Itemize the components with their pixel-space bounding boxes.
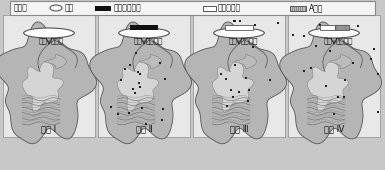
- Polygon shape: [0, 22, 97, 144]
- Text: 质粒: 质粒: [65, 4, 74, 13]
- Ellipse shape: [309, 28, 359, 38]
- Ellipse shape: [50, 5, 62, 11]
- Polygon shape: [212, 62, 253, 112]
- Polygon shape: [139, 55, 161, 69]
- Polygon shape: [117, 62, 158, 112]
- Bar: [3, 15, 95, 137]
- Text: 转化: 转化: [38, 38, 47, 44]
- Bar: [225, 25, 253, 30]
- Text: 信号肘基因: 信号肘基因: [218, 4, 241, 13]
- Text: 菌株 Ⅱ: 菌株 Ⅱ: [136, 124, 152, 133]
- Text: 菌株 Ⅳ: 菌株 Ⅳ: [324, 124, 344, 133]
- Bar: [10, 1, 375, 15]
- Polygon shape: [307, 62, 348, 112]
- Bar: [193, 15, 285, 137]
- Bar: [95, 5, 111, 11]
- Ellipse shape: [119, 28, 169, 38]
- Text: 菌株 Ⅲ: 菌株 Ⅲ: [230, 124, 248, 133]
- Polygon shape: [22, 62, 64, 112]
- Bar: [288, 15, 380, 137]
- Polygon shape: [330, 55, 352, 69]
- Polygon shape: [44, 55, 67, 69]
- Text: 细胞壁: 细胞壁: [51, 38, 64, 44]
- Polygon shape: [280, 22, 382, 144]
- Bar: [320, 25, 335, 30]
- Text: A基因: A基因: [309, 4, 323, 13]
- Text: 纤维素酶: 纤维素酶: [241, 38, 258, 44]
- Text: 纤维素酶: 纤维素酶: [146, 38, 164, 44]
- Text: 转化: 转化: [133, 38, 142, 44]
- Text: 图例：: 图例：: [14, 4, 28, 13]
- Polygon shape: [90, 22, 191, 144]
- Polygon shape: [185, 22, 286, 144]
- Ellipse shape: [24, 28, 74, 38]
- Bar: [290, 5, 306, 11]
- Bar: [98, 15, 190, 137]
- Ellipse shape: [214, 28, 264, 38]
- Text: 转化: 转化: [228, 38, 237, 44]
- Text: 转化: 转化: [323, 38, 332, 44]
- Text: 纤维素酶: 纤维素酶: [336, 38, 353, 44]
- Bar: [335, 25, 349, 30]
- Polygon shape: [234, 55, 256, 69]
- Bar: [130, 25, 158, 30]
- Text: 菌株 Ⅰ: 菌株 Ⅰ: [42, 124, 57, 133]
- Text: 纤维素酶基因: 纤维素酶基因: [114, 4, 142, 13]
- Bar: [203, 5, 216, 11]
